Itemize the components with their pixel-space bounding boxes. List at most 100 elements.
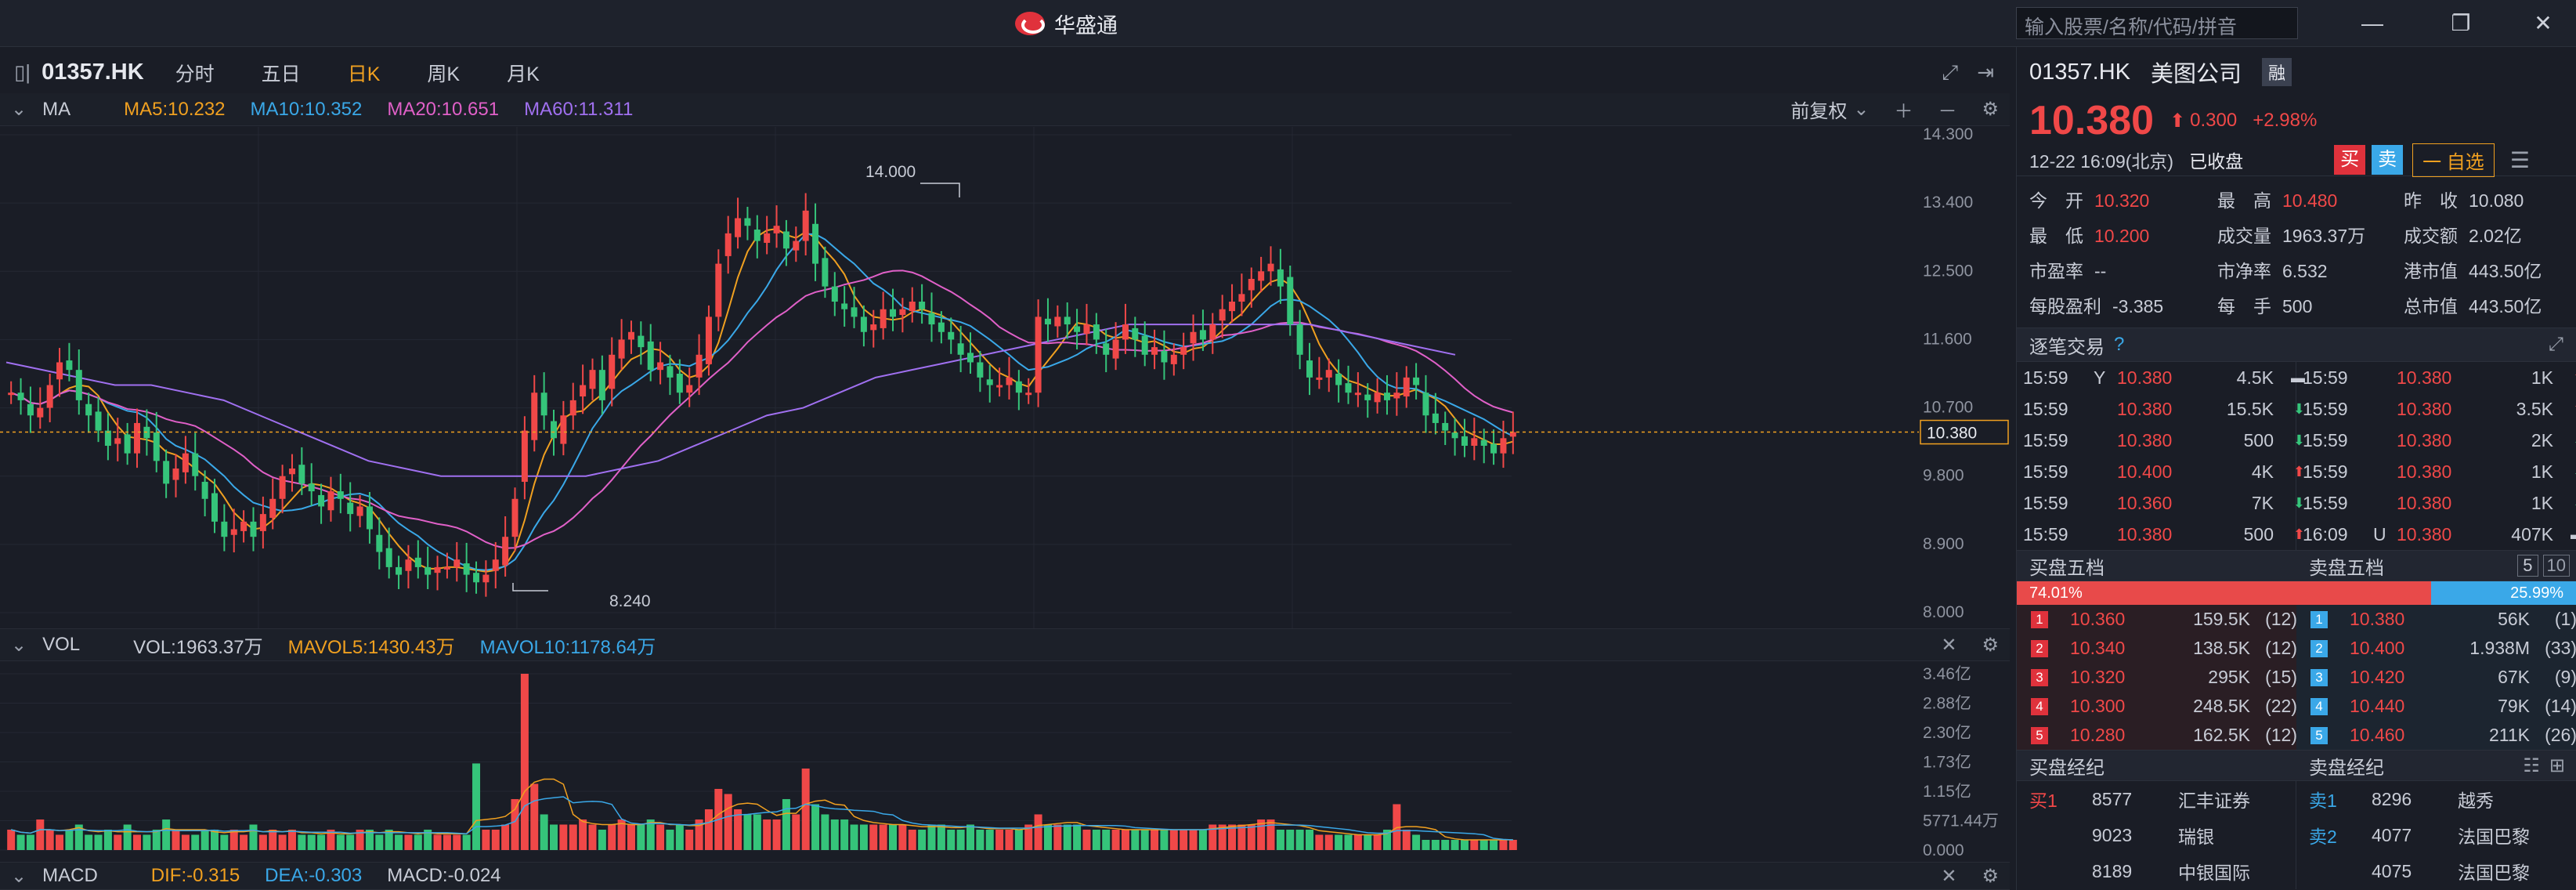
bid-book-title: 买盘五档 xyxy=(2029,557,2105,579)
candle xyxy=(1190,314,1197,361)
broker-row[interactable]: 9023 瑞银 xyxy=(2017,817,2296,853)
candle xyxy=(66,342,73,382)
broker-row[interactable]: 买1 8577 汇丰证券 xyxy=(2017,781,2296,817)
menu-icon[interactable]: ☰ xyxy=(2509,147,2530,172)
tab-daily-k[interactable]: 日K xyxy=(347,63,381,85)
vol-y-tick-label: 1.15亿 xyxy=(1923,783,1971,801)
candle xyxy=(753,215,761,259)
volume-bar xyxy=(840,819,849,850)
volume-bar xyxy=(365,829,374,850)
close-button[interactable]: ✕ xyxy=(2534,11,2553,35)
vol-chevron-icon[interactable]: ⌄ xyxy=(11,634,27,656)
watchlist-button[interactable]: 一 自选 xyxy=(2412,143,2495,177)
volume-bar xyxy=(453,834,461,850)
broker-row[interactable]: 卖1 8296 越秀 xyxy=(2296,781,2576,817)
depth-5-button[interactable]: 5 xyxy=(2517,555,2538,577)
broker-row[interactable]: 4075 法国巴黎 xyxy=(2296,853,2576,889)
macd-chevron-icon[interactable]: ⌄ xyxy=(11,865,27,887)
level-count: (12) xyxy=(2265,638,2297,658)
tick-qty: 1K xyxy=(2531,461,2553,482)
quote-time: 12-22 16:09(北京) xyxy=(2029,151,2174,172)
up-arrow-icon: ⬆ xyxy=(2553,370,2576,386)
broker-id: 8189 xyxy=(2092,860,2133,881)
minimize-button[interactable]: — xyxy=(2361,11,2383,35)
volume-bar xyxy=(1180,829,1188,850)
up-arrow-icon: ⬆ xyxy=(2170,110,2186,132)
volume-bar xyxy=(685,829,694,850)
volume-bar xyxy=(1315,834,1324,850)
tick-price: 10.380 xyxy=(2397,429,2452,450)
candle xyxy=(609,337,616,407)
remove-indicator-icon[interactable]: － xyxy=(1938,101,1957,122)
vol-settings-icon[interactable]: ⚙ xyxy=(1982,634,1999,656)
volume-bar xyxy=(569,824,577,850)
candle xyxy=(812,203,819,281)
volume-bar xyxy=(16,834,25,850)
candle xyxy=(1103,328,1110,373)
level-badge: 5 xyxy=(2310,726,2328,744)
tick-title: 逐笔交易 xyxy=(2029,336,2105,358)
ma20-line xyxy=(10,270,1514,549)
chevron-down-icon[interactable]: ⌄ xyxy=(11,99,27,120)
candle xyxy=(1480,429,1487,464)
list-view-icon[interactable]: ☷ xyxy=(2523,754,2540,776)
tick-time: 15:59 xyxy=(2303,461,2348,482)
collapse-panel-icon[interactable]: ⇥ xyxy=(1977,60,1994,84)
macd-legend: ⌄ MACD DIF:-0.315 DEA:-0.303 MACD:-0.024… xyxy=(0,862,2010,890)
search-input[interactable]: 输入股票/名称/代码/拼音 xyxy=(2016,7,2298,39)
expand-ticks-icon[interactable]: ⤢ xyxy=(2548,334,2563,355)
candle xyxy=(1141,321,1148,367)
level-count: (14) xyxy=(2545,696,2576,716)
broker-row[interactable]: 8189 中银国际 xyxy=(2017,853,2296,889)
macd-settings-icon[interactable]: ⚙ xyxy=(1982,865,1999,887)
volume-bar xyxy=(133,834,142,850)
tick-row: 15:59 10.380 1K⬇ xyxy=(2296,487,2576,519)
restore-button[interactable]: ❐ xyxy=(2451,11,2471,35)
candlestick-chart[interactable]: 14.300 13.400 12.500 11.600 10.700 9.800 8.900… xyxy=(0,127,2010,628)
candle xyxy=(560,400,567,456)
volume-chart[interactable]: 3.46亿 2.88亿 2.30亿 1.73亿 1.15亿 5771.44万 0.000 xyxy=(0,662,2010,862)
level-qty: 56K xyxy=(2498,609,2530,629)
macd-value: MACD:-0.024 xyxy=(387,865,501,886)
candle xyxy=(851,287,858,328)
stat-item: 最 低 10.200 xyxy=(2029,221,2217,248)
orderbook-row: 3 10.320 295K (15) xyxy=(2017,663,2297,692)
volume-bar xyxy=(491,829,500,850)
tick-price: 10.380 xyxy=(2117,367,2173,388)
add-indicator-icon[interactable]: ＋ xyxy=(1894,101,1913,122)
down-arrow-icon: ⬇ xyxy=(2553,495,2576,512)
help-icon[interactable]: ? xyxy=(2114,334,2125,355)
depth-10-button[interactable]: 10 xyxy=(2542,555,2570,577)
adjust-select[interactable]: 前复权 xyxy=(1790,101,1848,122)
tab-weekly-k[interactable]: 周K xyxy=(427,63,461,85)
candle xyxy=(221,504,228,552)
volume-bar xyxy=(1257,819,1266,850)
stat-value: 500 xyxy=(2282,296,2313,317)
broker-row[interactable]: 卖2 4077 法国巴黎 xyxy=(2296,817,2576,853)
candle xyxy=(686,367,693,407)
tab-5day[interactable]: 五日 xyxy=(261,63,301,85)
candle xyxy=(502,516,509,577)
candle xyxy=(414,540,421,579)
orderbook-row: 4 10.300 248.5K (22) xyxy=(2017,692,2297,721)
buy-button[interactable]: 买 xyxy=(2334,145,2366,175)
adjust-chevron-icon[interactable]: ⌄ xyxy=(1853,99,1870,120)
grid-view-icon[interactable]: ⊞ xyxy=(2549,754,2565,776)
tick-time: 16:09 xyxy=(2303,523,2348,544)
volume-bar xyxy=(530,783,539,850)
settings-gear-icon[interactable]: ⚙ xyxy=(1982,99,1999,120)
candle xyxy=(1015,370,1022,411)
sell-button[interactable]: 卖 xyxy=(2372,145,2404,175)
tick-flag: Y xyxy=(2094,367,2106,388)
orderbook-row: 1 10.380 56K (1) xyxy=(2296,605,2576,634)
candle xyxy=(75,349,82,415)
volume-bar xyxy=(395,834,403,850)
tab-intraday[interactable]: 分时 xyxy=(175,63,215,85)
close-macd-icon[interactable]: ✕ xyxy=(1941,865,1957,887)
tick-row: 15:59 10.380 500 ⬇ xyxy=(2017,425,2305,456)
close-vol-icon[interactable]: ✕ xyxy=(1941,634,1957,656)
stat-item: 成交额 2.02亿 xyxy=(2404,221,2576,248)
sidebar-toggle-icon[interactable]: ▯| xyxy=(14,60,31,84)
tab-monthly-k[interactable]: 月K xyxy=(507,63,540,85)
fullscreen-icon[interactable]: ⤢ xyxy=(1942,60,1959,84)
